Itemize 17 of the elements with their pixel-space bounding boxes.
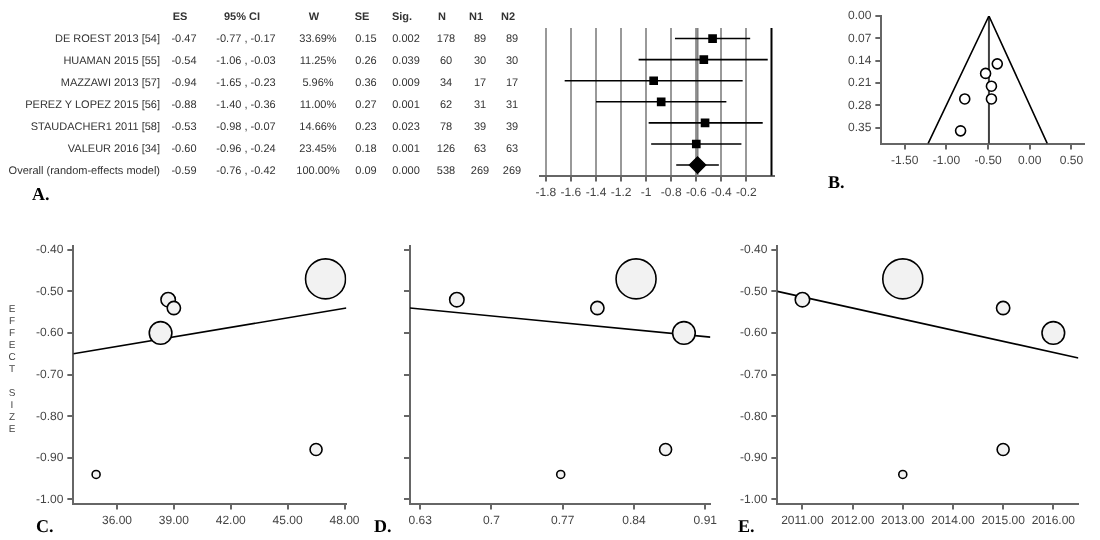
point [656,97,666,107]
point [985,80,998,92]
text: B. [828,172,845,192]
point [991,58,1004,70]
text: A. [32,184,50,204]
point [979,67,992,80]
point [985,93,998,105]
text: E. [738,516,755,536]
point [699,55,709,64]
point [688,156,707,174]
point [708,34,717,43]
point [691,139,701,149]
point [958,93,971,105]
text: D. [374,516,392,536]
point [954,125,967,137]
text: C. [36,516,54,536]
point [649,76,658,86]
